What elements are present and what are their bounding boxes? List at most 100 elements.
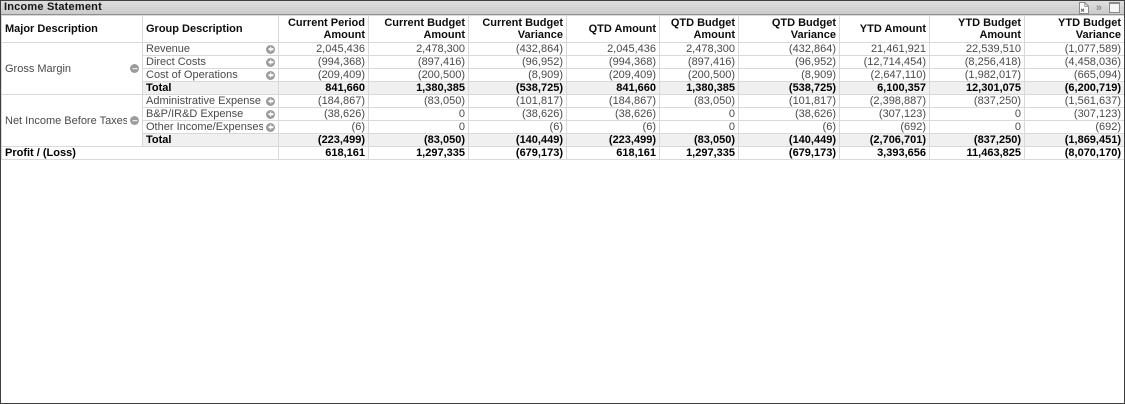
cell: (2,706,701) [839,133,930,147]
column-header-ytd-budget-amount[interactable]: YTD Budget Amount [929,15,1025,43]
caption-icon-group: » [1078,1,1121,14]
group-label: Cost of Operations [146,69,238,81]
cell: (83,050) [659,94,739,108]
group-label: Direct Costs [146,56,206,68]
column-header-major-description[interactable]: Major Description [1,15,143,43]
cell: (1,561,637) [1024,94,1124,108]
cell: 0 [659,107,739,121]
cell: (8,256,418) [929,55,1025,69]
cell: (432,864) [738,42,840,56]
cell: 841,660 [566,81,660,95]
cell: (2,647,110) [839,68,930,82]
table-row: Other Income/Expenses (6) 0 (6) (6) 0 (6… [2,120,1124,134]
cell: 2,045,436 [278,42,369,56]
cell: 0 [368,107,469,121]
cell: (38,626) [566,107,660,121]
profit-loss-row: Profit / (Loss) 618,161 1,297,335 (679,1… [1,146,1124,160]
table-row: B&P/IR&D Expense (38,626) 0 (38,626) (38… [2,107,1124,121]
group-cell-direct-costs[interactable]: Direct Costs [142,55,279,69]
cell: (307,123) [1024,107,1124,121]
cell: 3,393,656 [839,146,930,160]
cell: (101,817) [738,94,840,108]
total-label-cell: Total [142,81,279,95]
expand-icon[interactable] [266,57,275,67]
group-label: B&P/IR&D Expense [146,108,244,120]
cell: 1,297,335 [659,146,739,160]
cell: (6) [738,120,840,134]
expand-icon[interactable] [266,122,275,132]
cell: (1,982,017) [929,68,1025,82]
cell: (897,416) [659,55,739,69]
total-row-gross-margin: Total 841,660 1,380,385 (538,725) 841,66… [2,81,1124,95]
cell: 0 [659,120,739,134]
major-cell-net-income-before-taxes[interactable]: Net Income Before Taxes [1,94,143,147]
cell: (679,173) [468,146,567,160]
cell: (6) [278,120,369,134]
cell: 2,045,436 [566,42,660,56]
cell: (538,725) [738,81,840,95]
cell: (209,409) [566,68,660,82]
major-cell-gross-margin[interactable]: Gross Margin [1,42,143,95]
cell: (538,725) [468,81,567,95]
group-cell-bp-ird-expense[interactable]: B&P/IR&D Expense [142,107,279,121]
column-header-current-budget-variance[interactable]: Current Budget Variance [468,15,567,43]
group-cell-cost-of-operations[interactable]: Cost of Operations [142,68,279,82]
cell: (200,500) [659,68,739,82]
cell: (83,050) [368,133,469,147]
cell: (12,714,454) [839,55,930,69]
table-row: Cost of Operations (209,409) (200,500) (… [2,68,1124,82]
cell: (692) [839,120,930,134]
collapse-icon[interactable] [130,64,139,73]
expand-icon[interactable] [266,109,275,119]
cell: (994,368) [278,55,369,69]
column-header-current-period-amount[interactable]: Current Period Amount [278,15,369,43]
cell: (432,864) [468,42,567,56]
column-header-ytd-amount[interactable]: YTD Amount [839,15,930,43]
expand-icon[interactable] [266,70,275,80]
caption-bar[interactable]: Income Statement » [1,1,1124,15]
cell: (2,398,887) [839,94,930,108]
restore-icon[interactable] [1109,2,1120,14]
column-header-current-budget-amount[interactable]: Current Budget Amount [368,15,469,43]
cell: (223,499) [278,133,369,147]
cell: 2,478,300 [368,42,469,56]
expand-icon[interactable] [266,44,275,54]
column-header-qtd-budget-amount[interactable]: QTD Budget Amount [659,15,739,43]
collapse-icon[interactable] [130,116,139,125]
table-row: Direct Costs (994,368) (897,416) (96,952… [2,55,1124,69]
profit-loss-label-cell[interactable]: Profit / (Loss) [1,146,279,160]
column-header-qtd-amount[interactable]: QTD Amount [566,15,660,43]
column-header-ytd-budget-variance[interactable]: YTD Budget Variance [1024,15,1124,43]
cell: (38,626) [278,107,369,121]
send-to-excel-icon[interactable] [1078,1,1089,14]
cell: (837,250) [929,94,1025,108]
expand-icon[interactable] [266,96,275,106]
cell: (897,416) [368,55,469,69]
group-cell-administrative-expense[interactable]: Administrative Expense [142,94,279,108]
column-header-group-description[interactable]: Group Description [142,15,279,43]
column-header-qtd-budget-variance[interactable]: QTD Budget Variance [738,15,840,43]
cell: 0 [368,120,469,134]
group-cell-other-income-expenses[interactable]: Other Income/Expenses [142,120,279,134]
group-cell-revenue[interactable]: Revenue [142,42,279,56]
cell: (140,449) [738,133,840,147]
more-icon[interactable]: » [1095,1,1102,14]
cell: 1,297,335 [368,146,469,160]
table-row: Net Income Before Taxes Administrative E… [1,94,1124,147]
cell: 841,660 [278,81,369,95]
header-row: Major Description Group Description Curr… [1,15,1124,43]
cell: (837,250) [929,133,1025,147]
cell: (184,867) [278,94,369,108]
cell: (4,458,036) [1024,55,1124,69]
pivot-table: Major Description Group Description Curr… [1,15,1124,160]
cell: 12,301,075 [929,81,1025,95]
cell: (8,070,170) [1024,146,1124,160]
cell: 2,478,300 [659,42,739,56]
cell: (6,200,719) [1024,81,1124,95]
cell: 618,161 [278,146,369,160]
cell: (665,094) [1024,68,1124,82]
major-label: Gross Margin [5,62,72,75]
cell: 6,100,357 [839,81,930,95]
cell: (223,499) [566,133,660,147]
